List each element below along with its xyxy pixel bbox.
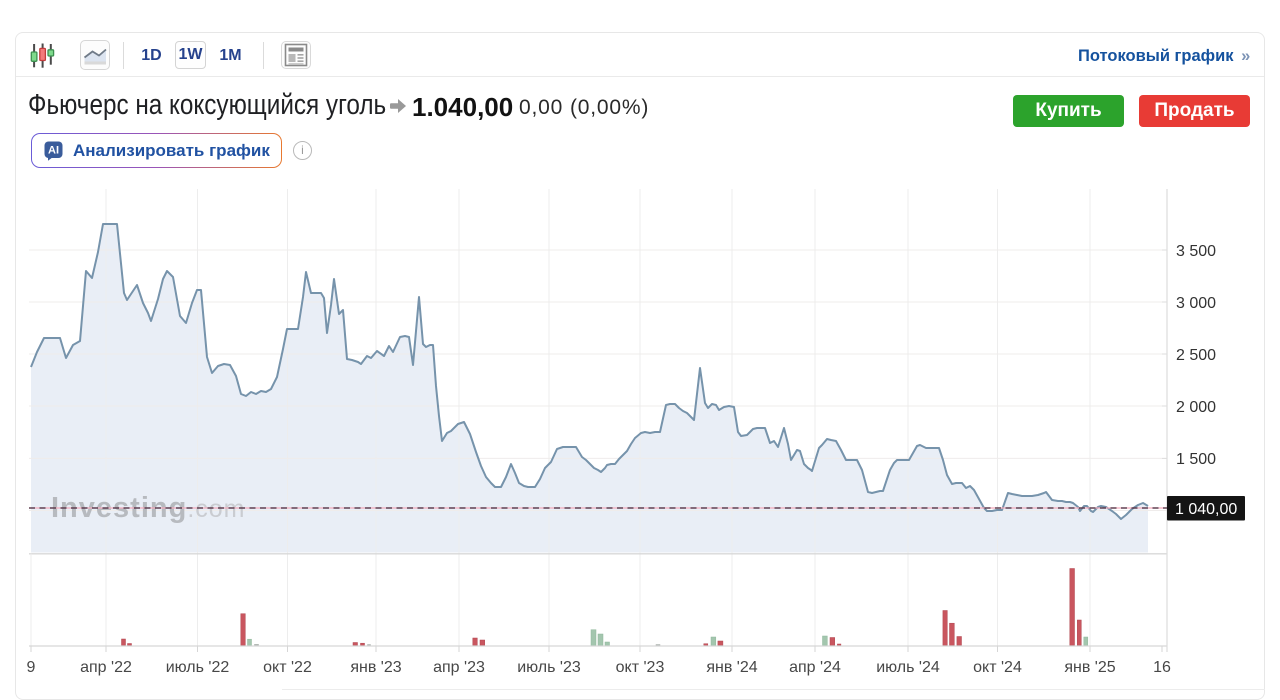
- svg-text:янв '23: янв '23: [350, 659, 401, 676]
- svg-text:AI: AI: [48, 144, 59, 156]
- svg-text:апр '24: апр '24: [789, 659, 841, 676]
- svg-text:1 500: 1 500: [1176, 451, 1216, 468]
- svg-text:3 000: 3 000: [1176, 295, 1216, 312]
- svg-text:16: 16: [1153, 659, 1171, 676]
- svg-text:июль '22: июль '22: [166, 659, 230, 676]
- svg-text:янв '25: янв '25: [1064, 659, 1115, 676]
- svg-text:окт '22: окт '22: [263, 659, 312, 676]
- svg-text:окт '24: окт '24: [973, 659, 1022, 676]
- svg-text:июль '23: июль '23: [517, 659, 581, 676]
- svg-text:2 500: 2 500: [1176, 347, 1216, 364]
- svg-text:3 500: 3 500: [1176, 243, 1216, 260]
- svg-text:окт '23: окт '23: [616, 659, 665, 676]
- svg-text:июль '24: июль '24: [876, 659, 940, 676]
- svg-text:янв '24: янв '24: [706, 659, 757, 676]
- svg-text:1 040,00: 1 040,00: [1175, 501, 1237, 518]
- svg-text:апр '22: апр '22: [80, 659, 132, 676]
- svg-text:9: 9: [27, 659, 36, 676]
- svg-text:апр '23: апр '23: [433, 659, 485, 676]
- svg-text:2 000: 2 000: [1176, 399, 1216, 416]
